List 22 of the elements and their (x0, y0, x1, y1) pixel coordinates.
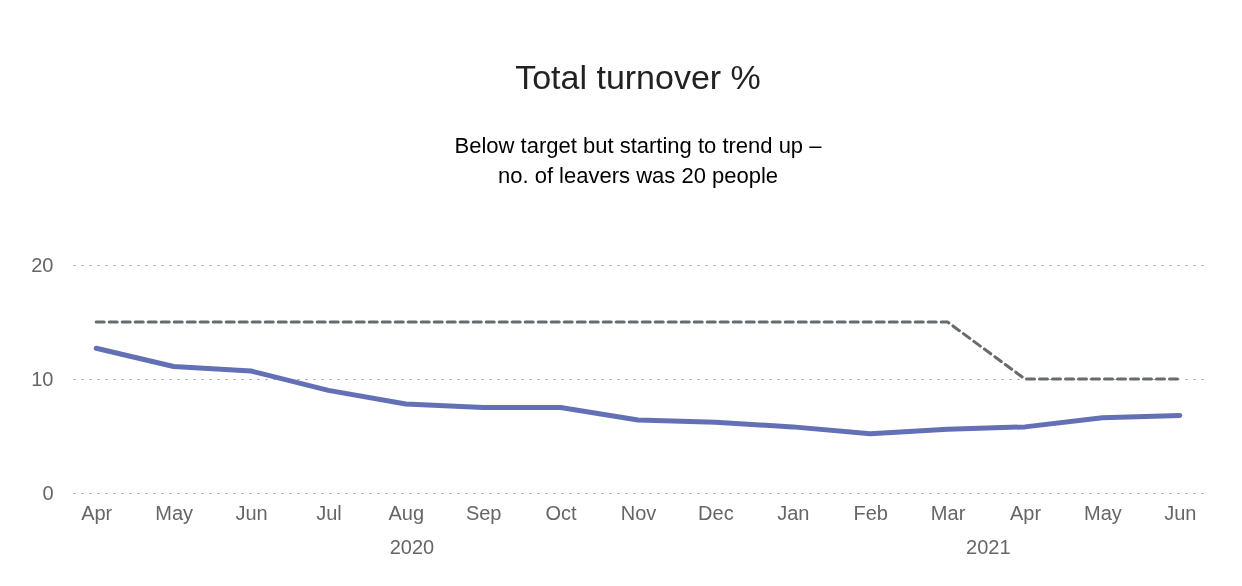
y-tick-label: 10 (31, 367, 54, 390)
y-tick-label: 20 (31, 253, 54, 276)
x-tick-label: Jun (235, 501, 268, 524)
x-tick-label: Jun (1164, 501, 1197, 524)
x-tick-label: Apr (81, 501, 113, 524)
x-tick-label: Nov (620, 501, 657, 524)
x-tick-label: Sep (465, 501, 502, 524)
x-tick-label: Oct (545, 501, 578, 524)
x-tick-label: Aug (388, 501, 425, 524)
text: 2020 (389, 536, 435, 558)
x-tick-label: May (1083, 501, 1122, 524)
chart-subtitle: Below target but starting to trend up – no. of leavers was 20 people (454, 133, 823, 188)
x-tick-label: Dec (698, 501, 734, 524)
x-tick-label: May (155, 501, 194, 524)
x-tick-label: Feb (853, 501, 888, 524)
y-tick-label: 0 (42, 481, 54, 504)
text: 2021 (966, 536, 1011, 558)
x-tick-label: Jul (316, 501, 342, 524)
x-tick-label: Jan (777, 501, 810, 524)
chart-title: Total turnover % (515, 58, 761, 96)
x-tick-label: Mar (930, 501, 966, 524)
x-tick-label: Apr (1009, 501, 1042, 524)
